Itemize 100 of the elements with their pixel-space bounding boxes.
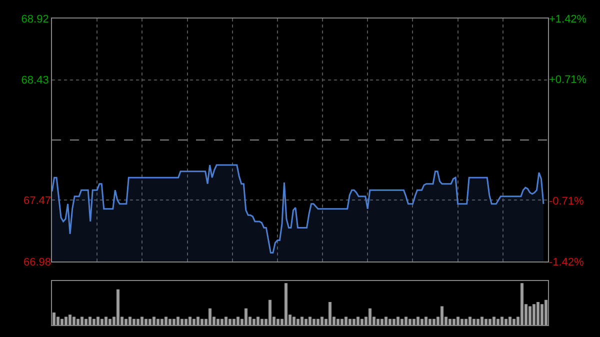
y-tick-label: 68.43: [21, 74, 49, 87]
bar: [328, 302, 332, 326]
bar: [256, 316, 260, 326]
bar: [196, 316, 200, 326]
bar: [228, 318, 232, 326]
bar: [464, 318, 468, 326]
bar: [400, 318, 404, 326]
bar: [420, 318, 424, 326]
bar: [260, 318, 264, 326]
bar: [72, 316, 76, 326]
bar: [164, 316, 168, 326]
bar: [180, 318, 184, 326]
bar: [188, 316, 192, 326]
bar: [340, 318, 344, 326]
bar: [492, 316, 496, 326]
bar: [484, 318, 488, 326]
bar: [232, 318, 236, 326]
bar: [476, 318, 480, 326]
bar: [408, 318, 412, 326]
bar: [296, 318, 300, 326]
y-tick-label: 66.98: [23, 256, 52, 268]
bar: [536, 302, 540, 326]
bar: [488, 318, 492, 326]
bar: [540, 304, 544, 326]
bar: [440, 306, 444, 326]
y-tick-label: 67.47: [23, 194, 52, 207]
bar: [320, 316, 324, 326]
bar: [88, 316, 92, 326]
bar: [136, 318, 140, 326]
bar: [504, 318, 508, 326]
bar: [336, 318, 340, 326]
bar: [84, 318, 88, 326]
bar: [352, 318, 356, 326]
bar: [76, 318, 80, 326]
bar: [512, 318, 516, 326]
bar: [128, 316, 132, 326]
bar: [472, 318, 476, 326]
bar: [456, 316, 460, 326]
y2-tick-label: -1.42%: [548, 256, 584, 268]
bar: [356, 316, 360, 326]
bar: [544, 300, 548, 326]
bar: [316, 318, 320, 326]
bar: [116, 289, 120, 326]
bar: [244, 308, 248, 326]
bar: [528, 306, 532, 326]
bar: [168, 318, 172, 326]
bar: [360, 318, 364, 326]
bar: [468, 316, 472, 326]
bar: [304, 318, 308, 326]
bar: [520, 283, 524, 326]
bar: [152, 316, 156, 326]
bar: [292, 316, 296, 326]
y2-tick-label: +1.42%: [548, 13, 587, 26]
bar: [216, 318, 220, 326]
bar: [160, 318, 164, 326]
bar: [236, 316, 240, 326]
bar: [144, 318, 148, 326]
bar: [392, 318, 396, 326]
bar: [100, 318, 104, 326]
bar: [384, 316, 388, 326]
bar: [416, 316, 420, 326]
bar: [104, 316, 108, 326]
bar: [424, 316, 428, 326]
bar: [80, 316, 84, 326]
bar: [52, 312, 56, 326]
bar: [140, 316, 144, 326]
bar: [172, 318, 176, 326]
bar: [448, 318, 452, 326]
bar: [312, 318, 316, 326]
bar: [156, 318, 160, 326]
bar: [480, 316, 484, 326]
bar: [176, 316, 180, 326]
bar: [220, 318, 224, 326]
bar: [348, 318, 352, 326]
bar: [460, 318, 464, 326]
bar: [124, 318, 128, 326]
bar: [56, 316, 60, 326]
bar: [496, 318, 500, 326]
bar: [344, 316, 348, 326]
bar: [404, 316, 408, 326]
y2-tick-label: -0.71%: [548, 196, 584, 208]
bar: [60, 318, 64, 326]
bar: [432, 318, 436, 326]
bar: [532, 304, 536, 326]
bar: [276, 318, 280, 326]
bar: [368, 308, 372, 326]
bar: [64, 316, 68, 326]
bar: [300, 316, 304, 326]
bar: [132, 318, 136, 326]
bar: [268, 300, 272, 326]
bar: [376, 318, 380, 326]
bar: [96, 316, 100, 326]
bar: [224, 316, 228, 326]
bar: [508, 316, 512, 326]
bar: [68, 314, 72, 326]
bar: [192, 318, 196, 326]
bar: [380, 318, 384, 326]
bar: [396, 316, 400, 326]
bar: [428, 318, 432, 326]
bar: [412, 318, 416, 326]
